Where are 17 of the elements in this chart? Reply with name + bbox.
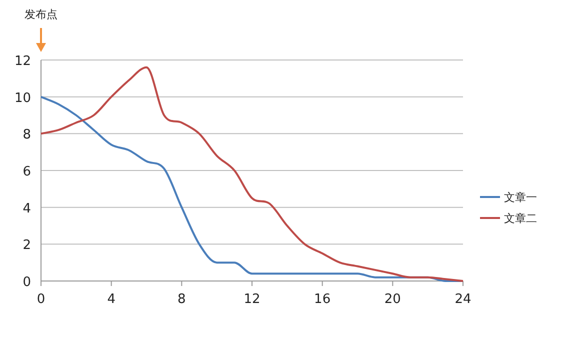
x-tick-label: 0 [36,292,46,307]
y-tick-label: 10 [14,90,31,106]
legend-label: 文章二 [504,212,537,225]
x-tick-label: 4 [107,292,116,307]
y-tick-label: 4 [22,201,31,216]
x-tick-label: 16 [314,292,331,307]
text: 发布点 [24,8,58,21]
x-tick-label: 20 [384,292,401,307]
y-tick-label: 12 [14,54,31,69]
x-tick-label: 8 [178,292,186,307]
y-tick-label: 0 [22,275,31,290]
x-tick-label: 24 [454,292,472,307]
legend-label: 文章一 [504,191,537,204]
x-tick-label: 12 [244,292,260,307]
y-tick-label: 6 [22,164,31,180]
y-tick-label: 2 [22,238,31,254]
y-tick-label: 8 [22,128,31,143]
